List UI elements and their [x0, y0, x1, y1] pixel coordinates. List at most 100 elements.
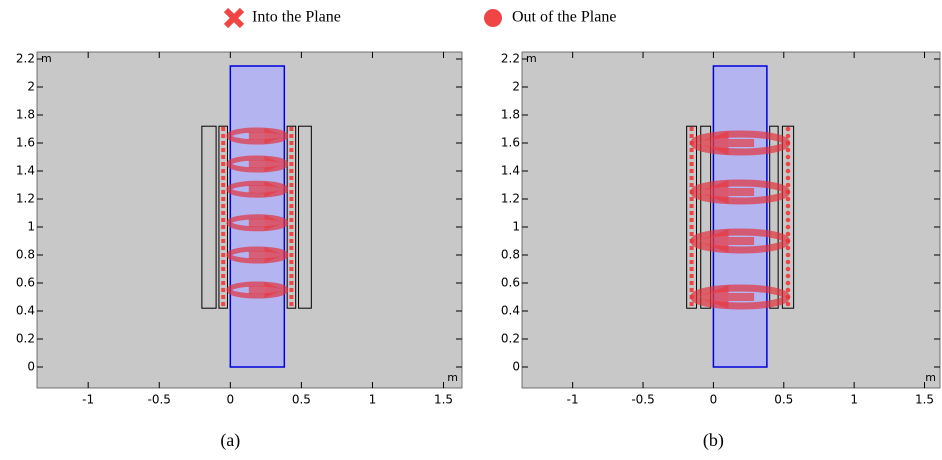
- current-cross: [690, 169, 694, 173]
- y-tick-label: 0.4: [501, 304, 520, 318]
- flux-shaft: [729, 237, 755, 245]
- x-tick-label: 0.5: [292, 393, 311, 407]
- y-tick-label: 0.2: [501, 332, 520, 346]
- current-dot: [786, 169, 791, 174]
- y-tick-label: 0: [27, 360, 35, 374]
- y-tick-label: 0: [512, 360, 520, 374]
- current-cross: [289, 134, 293, 138]
- current-cross: [221, 260, 225, 264]
- y-tick-label: 2: [27, 80, 35, 94]
- figure: Into the Plane Out of the Plane 0 0.2 0.4 0…: [0, 0, 942, 460]
- current-cross: [690, 183, 694, 187]
- current-cross: [221, 176, 225, 180]
- current-cross: [221, 246, 225, 250]
- current-cross: [690, 267, 694, 271]
- flux-shaft: [729, 293, 755, 301]
- current-cross: [289, 183, 293, 187]
- current-cross: [221, 155, 225, 159]
- y-tick-label: 2.2: [16, 52, 35, 66]
- current-cross: [289, 260, 293, 264]
- x-unit: m: [925, 371, 936, 384]
- current-cross: [221, 232, 225, 236]
- x-tick-label: 1: [369, 393, 377, 407]
- current-dot: [786, 162, 791, 167]
- flux-shaft: [729, 188, 755, 196]
- y-tick-label: 1.6: [16, 136, 35, 150]
- current-cross: [690, 204, 694, 208]
- x-tick-label: 0: [710, 393, 718, 407]
- current-cross: [289, 204, 293, 208]
- current-cross: [289, 190, 293, 194]
- y-unit: m: [41, 52, 52, 65]
- current-cross: [221, 127, 225, 131]
- current-cross: [289, 253, 293, 257]
- current-cross: [289, 225, 293, 229]
- current-dot: [786, 127, 791, 132]
- current-cross: [221, 169, 225, 173]
- y-tick-label: 2.2: [501, 52, 520, 66]
- current-dot: [786, 260, 791, 265]
- flux-shaft: [249, 185, 265, 193]
- x-tick-label: -1: [567, 393, 579, 407]
- current-cross: [221, 148, 225, 152]
- x-tick-label: -0.5: [631, 393, 654, 407]
- y-tick-label: 1.2: [501, 192, 520, 206]
- current-cross: [221, 225, 225, 229]
- current-cross: [221, 134, 225, 138]
- y-tick-label: 0.4: [16, 304, 35, 318]
- current-cross: [289, 274, 293, 278]
- cross-icon: [226, 10, 242, 26]
- current-cross: [690, 176, 694, 180]
- current-cross: [221, 295, 225, 299]
- legend: Into the Plane Out of the Plane: [226, 9, 616, 27]
- current-cross: [690, 232, 694, 236]
- current-cross: [221, 281, 225, 285]
- current-cross: [289, 141, 293, 145]
- current-cross: [690, 218, 694, 222]
- current-cross: [289, 267, 293, 271]
- current-dot: [786, 267, 791, 272]
- current-cross: [221, 218, 225, 222]
- y-tick-label: 1.8: [501, 108, 520, 122]
- current-cross: [289, 127, 293, 131]
- caption: (b): [703, 430, 724, 451]
- current-dot: [786, 274, 791, 279]
- current-cross: [221, 288, 225, 292]
- current-dot: [786, 204, 791, 209]
- x-tick-label: 1.5: [434, 393, 453, 407]
- flux-shaft: [249, 286, 265, 294]
- current-cross: [289, 239, 293, 243]
- x-unit: m: [447, 371, 458, 384]
- current-dot: [786, 281, 791, 286]
- current-dot: [786, 218, 791, 223]
- current-cross: [690, 253, 694, 257]
- current-cross: [289, 302, 293, 306]
- current-cross: [221, 302, 225, 306]
- current-cross: [690, 197, 694, 201]
- current-cross: [221, 162, 225, 166]
- core: [713, 66, 766, 367]
- plot-panel: 00.20.40.60.811.21.41.61.822.2-1-0.500.5…: [501, 52, 940, 452]
- y-tick-label: 0.6: [16, 276, 35, 290]
- current-cross: [690, 155, 694, 159]
- current-cross: [289, 246, 293, 250]
- current-cross: [221, 274, 225, 278]
- y-tick-label: 1.4: [16, 164, 35, 178]
- dot-icon: [484, 9, 502, 27]
- current-cross: [289, 155, 293, 159]
- current-cross: [221, 183, 225, 187]
- flux-shaft: [249, 251, 265, 259]
- x-tick-label: 1: [850, 393, 858, 407]
- y-tick-label: 1.4: [501, 164, 520, 178]
- current-dot: [786, 176, 791, 181]
- y-tick-label: 0.6: [501, 276, 520, 290]
- x-tick-label: -0.5: [148, 393, 171, 407]
- current-cross: [690, 127, 694, 131]
- y-tick-label: 1: [512, 220, 520, 234]
- current-dot: [786, 155, 791, 160]
- current-cross: [221, 190, 225, 194]
- current-cross: [289, 232, 293, 236]
- y-tick-label: 1.8: [16, 108, 35, 122]
- caption: (a): [220, 430, 240, 451]
